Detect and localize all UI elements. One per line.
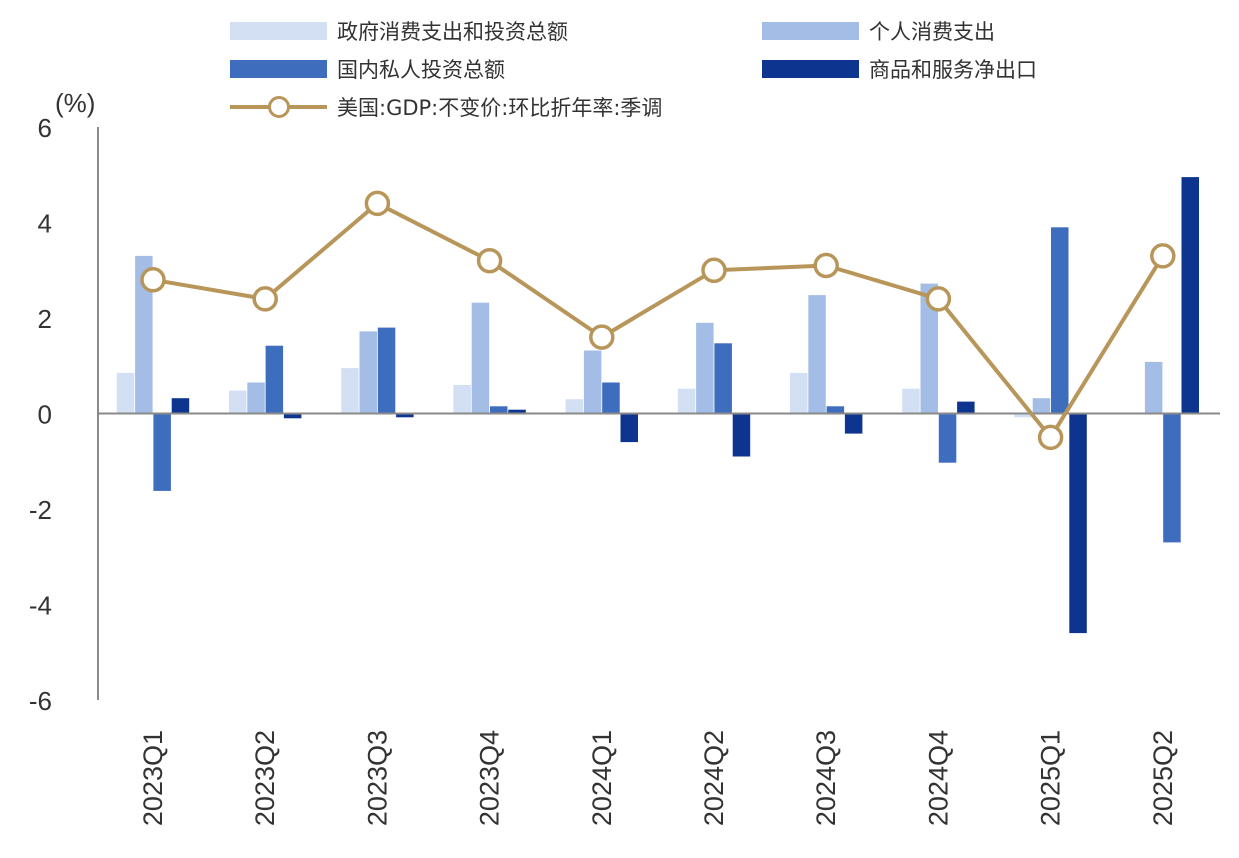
x-tick-label: 2024Q2: [699, 730, 729, 826]
bar-2024Q1-s0: [565, 399, 584, 414]
bar-2023Q1-s1: [135, 255, 153, 414]
bar-2025Q1-s3: [1069, 413, 1087, 634]
bar-2023Q1-s0: [116, 372, 135, 414]
bar-2023Q2-s0: [229, 390, 247, 414]
bar-2024Q1-s3: [620, 413, 638, 443]
bar-2024Q4-s3: [957, 401, 975, 414]
bar-2023Q3-s0: [341, 368, 359, 414]
legend-item-net-exports[interactable]: 商品和服务净出口: [762, 54, 1037, 84]
y-tick-label: 2: [38, 304, 52, 334]
bar-2024Q2-s0: [677, 388, 696, 414]
bar-2023Q2-s1: [247, 382, 265, 414]
x-tick-label: 2025Q2: [1148, 730, 1178, 826]
bar-2025Q2-s3: [1181, 177, 1199, 414]
bar-2025Q1-s1: [1032, 398, 1051, 414]
legend-item-gdp[interactable]: 美国:GDP:不变价:环比折年率:季调: [230, 92, 662, 122]
bar-2023Q4-s3: [508, 409, 526, 414]
bar-2024Q1-s2: [602, 382, 620, 414]
y-tick-label: -2: [29, 495, 52, 525]
gdp-point-2023Q4: [476, 247, 503, 274]
y-tick-label: 6: [38, 113, 52, 143]
legend-swatch-net-exports: [762, 60, 859, 78]
gdp-point-2024Q4: [925, 286, 952, 312]
gdp-line: [152, 201, 1165, 440]
gdp-point-2023Q1: [140, 267, 166, 293]
bar-2024Q2-s2: [714, 343, 732, 414]
bar-2024Q1-s1: [583, 350, 602, 414]
y-axis: 6 4 2 0 -2 -4 -6: [29, 113, 52, 716]
x-tick-label: 2023Q1: [138, 730, 168, 826]
bar-2023Q3-s3: [396, 413, 414, 418]
x-tick-label: 2023Q4: [475, 730, 505, 826]
bar-2024Q2-s3: [732, 413, 751, 457]
bar-2023Q2-s2: [265, 345, 284, 414]
x-axis-labels: 2023Q1 2023Q2 2023Q3 2023Q4 2024Q1 2024Q2 2024…: [138, 730, 1178, 826]
gdp-point-2023Q2: [252, 286, 278, 312]
y-axis-unit-label: (%): [55, 88, 95, 118]
bar-2024Q4-s2: [938, 413, 957, 463]
bar-2024Q3-s3: [844, 413, 863, 434]
gdp-point-2024Q3: [813, 252, 839, 279]
bar-2024Q3-s0: [790, 372, 808, 414]
x-tick-label: 2024Q4: [923, 730, 953, 826]
y-tick-label: 0: [38, 400, 52, 430]
bar-2024Q4-s1: [920, 283, 938, 414]
bar-2025Q1-s0: [1014, 413, 1032, 418]
y-tick-label: -6: [29, 686, 52, 716]
x-tick-label: 2023Q2: [250, 730, 280, 826]
legend-label-net-exports: 商品和服务净出口: [869, 58, 1037, 82]
bar-2023Q3-s2: [377, 327, 396, 414]
legend-marker-icon: [268, 96, 290, 118]
bar-2023Q1-s2: [153, 413, 171, 491]
legend-item-government[interactable]: 政府消费支出和投资总额: [230, 16, 568, 46]
bar-2024Q3-s1: [808, 295, 826, 414]
y-tick-label: -4: [29, 591, 52, 621]
axes-group: [97, 127, 1220, 700]
legend-swatch-consumption: [762, 22, 859, 40]
bar-2023Q4-s0: [453, 384, 471, 414]
legend: 政府消费支出和投资总额 个人消费支出 国内私人投资总额 商品和服务净出口 美国:…: [0, 0, 1239, 130]
gdp-point-2024Q2: [701, 257, 727, 284]
bar-2024Q2-s1: [696, 322, 714, 414]
bars-group: [116, 177, 1199, 634]
x-tick-label: 2024Q3: [811, 730, 841, 826]
legend-label-gdp: 美国:GDP:不变价:环比折年率:季调: [337, 96, 663, 120]
bar-2024Q4-s0: [902, 388, 920, 414]
x-tick-label: 2024Q1: [587, 730, 617, 826]
legend-label-investment: 国内私人投资总额: [337, 58, 505, 82]
x-tick-label: 2025Q1: [1036, 730, 1066, 826]
legend-swatch-investment: [230, 60, 327, 78]
bar-2023Q1-s3: [171, 398, 190, 414]
gdp-line-group: [140, 190, 1176, 451]
legend-label-government: 政府消费支出和投资总额: [337, 20, 568, 44]
y-tick-label: 4: [38, 209, 52, 239]
bar-2023Q4-s1: [471, 302, 490, 414]
legend-swatch-government: [230, 22, 327, 40]
legend-line-gdp: [230, 96, 327, 118]
bar-2023Q2-s3: [283, 413, 302, 419]
x-tick-label: 2023Q3: [362, 730, 392, 826]
bar-2023Q4-s2: [490, 406, 508, 414]
bar-2024Q3-s2: [826, 406, 845, 414]
bar-2023Q3-s1: [359, 331, 377, 414]
gdp-point-2023Q3: [364, 190, 391, 217]
gdp-point-2025Q2: [1150, 243, 1176, 269]
legend-label-consumption: 个人消费支出: [869, 20, 995, 44]
bar-2025Q2-s2: [1163, 413, 1181, 543]
legend-item-investment[interactable]: 国内私人投资总额: [230, 54, 505, 84]
gdp-point-2025Q1: [1037, 424, 1064, 451]
bar-2025Q1-s2: [1051, 227, 1069, 414]
legend-item-consumption[interactable]: 个人消费支出: [762, 16, 995, 46]
gdp-point-2024Q1: [589, 324, 615, 350]
bar-2025Q2-s1: [1144, 361, 1163, 414]
